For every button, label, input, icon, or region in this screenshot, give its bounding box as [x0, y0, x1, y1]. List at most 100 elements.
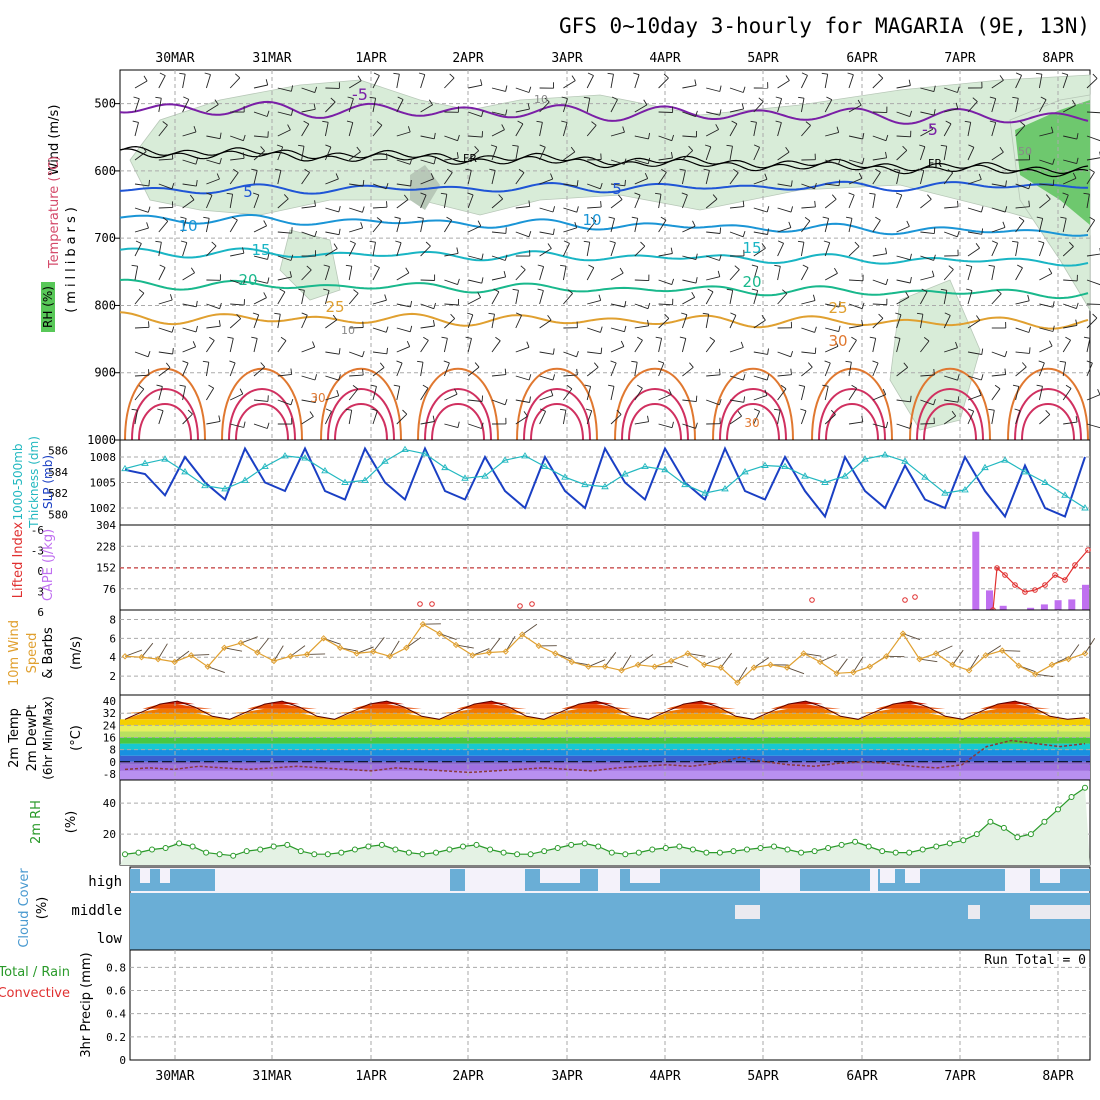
wind-barb-flag	[1075, 319, 1078, 326]
diurnal-arch-9-0	[1007, 367, 1089, 441]
wind-barb-flag	[909, 110, 913, 117]
wind-barb-flag	[608, 384, 615, 387]
wind-barb-flag	[1059, 360, 1066, 363]
wind-barb-flag	[189, 194, 195, 201]
wind-barb-flag	[664, 313, 670, 319]
wind-barb-flag	[1052, 179, 1055, 186]
wind-barb-flag	[402, 409, 408, 415]
wind-barb-shaft	[134, 410, 138, 425]
wind-barb-flag	[730, 312, 737, 316]
wind10m-barb	[157, 643, 168, 660]
wind-barb-shaft	[396, 346, 410, 353]
wind-barb-flag	[822, 216, 829, 219]
wind-barb-flag	[681, 312, 688, 316]
rh-marker	[892, 849, 899, 856]
wind-barb-flag	[330, 97, 336, 103]
wind-barb-flag	[169, 294, 173, 301]
wind-barb-shaft	[420, 194, 427, 209]
wind-barb-shaft	[634, 340, 643, 353]
upper-grid	[120, 70, 1090, 440]
wind-barb-shaft	[324, 146, 332, 161]
wind-barb-shaft	[301, 290, 305, 305]
wind-barb-shaft	[943, 315, 951, 329]
wind-barb-shaft	[1063, 421, 1078, 425]
wind-barb-shaft	[825, 345, 839, 353]
rh-axis-label-2: (%)	[64, 811, 79, 834]
wind-barb-shaft	[848, 325, 863, 329]
contour-label-11: 20	[742, 273, 761, 291]
wind-barb-shaft	[1062, 218, 1067, 233]
wind-barb-shaft	[705, 314, 710, 329]
wind-barb-flag	[457, 421, 460, 428]
wind-barb-shaft	[610, 386, 615, 401]
rh-marker	[744, 846, 750, 853]
pressure-tick-1000: 1000	[87, 433, 116, 447]
wind-barb-shaft	[634, 421, 649, 425]
wind10m-barb	[174, 650, 190, 663]
wind-barb-flag	[276, 144, 283, 148]
wind-barb-flag	[544, 97, 550, 103]
wind-barb-flag	[203, 216, 210, 219]
wind-barb-shaft	[396, 159, 411, 165]
wind-barb-flag	[777, 240, 784, 244]
wind-barb-flag	[989, 96, 996, 100]
wind10m-marker	[452, 641, 460, 649]
wind10m-marker	[734, 679, 741, 686]
wind-barb-shaft	[563, 227, 577, 233]
precip-total-label: Total / Rain	[0, 965, 70, 980]
wind-barb-flag	[576, 206, 579, 213]
cloud-axis-label-2: (%)	[35, 897, 50, 920]
temp-band-3	[120, 755, 1090, 762]
wind-barb-shaft	[396, 74, 400, 89]
wind-barb-shaft	[182, 362, 189, 377]
wind-barb-shaft	[325, 248, 338, 257]
wind-barb-shaft	[515, 205, 530, 209]
wind-barb-flag	[306, 265, 312, 271]
wind-barb-flag	[456, 247, 459, 254]
wind-barb-shaft	[253, 297, 267, 305]
wind10m-barb	[257, 638, 269, 653]
wind-barb-flag	[422, 384, 429, 389]
wind-barb-flag	[940, 288, 947, 291]
wind-barb-flag	[885, 247, 888, 254]
wind-barb-flag	[528, 230, 532, 237]
slp-tick-1005: 1005	[90, 477, 117, 490]
wind-barb-flag	[433, 302, 437, 309]
wind-barb-shaft	[991, 151, 1004, 161]
wind-barb-flag	[219, 132, 222, 139]
wind-barb-flag	[957, 396, 960, 403]
wind-barb-flag	[624, 325, 627, 332]
wind-barb-shaft	[705, 146, 712, 161]
wind-barb-shaft	[348, 122, 354, 137]
wind-barb-shaft	[229, 318, 241, 329]
wind-barb-shaft	[681, 170, 686, 185]
thickness-marker	[361, 476, 369, 483]
wind-barb-shaft	[920, 374, 935, 377]
wind-barb-shaft	[586, 75, 594, 89]
wind-barb-shaft	[729, 123, 738, 137]
wind10m-marker	[601, 663, 609, 670]
wind-barb-shaft	[967, 351, 982, 355]
wind-barb-flag	[766, 206, 770, 213]
diurnal-arch-9-2	[1021, 403, 1075, 441]
wind-barb-shaft	[134, 183, 149, 187]
thickness-marker	[241, 476, 249, 483]
rh-marker	[176, 840, 183, 847]
lifted-index-line	[992, 549, 1089, 611]
wind-barb-flag	[857, 99, 862, 106]
thickness-marker	[281, 452, 289, 459]
wind10m-marker	[965, 667, 973, 674]
wind10m-marker	[767, 661, 774, 668]
wind-barb-shaft	[444, 393, 458, 401]
wind-barb-shaft	[253, 366, 265, 377]
wind-barb-shaft	[1063, 324, 1078, 329]
wind-barb-flag	[322, 120, 329, 123]
wind-barb-flag	[1040, 96, 1047, 101]
wind-barb-flag	[851, 336, 857, 341]
wind10m-marker	[386, 653, 394, 660]
precip-panel: 0.80.60.40.20 Total / Rain Convective 3h…	[0, 949, 1091, 1067]
wind-barb-shaft	[396, 362, 403, 377]
wind-barb-flag	[131, 264, 138, 267]
wind-barb-shaft	[824, 242, 831, 257]
wind-barb-shaft	[158, 183, 173, 190]
